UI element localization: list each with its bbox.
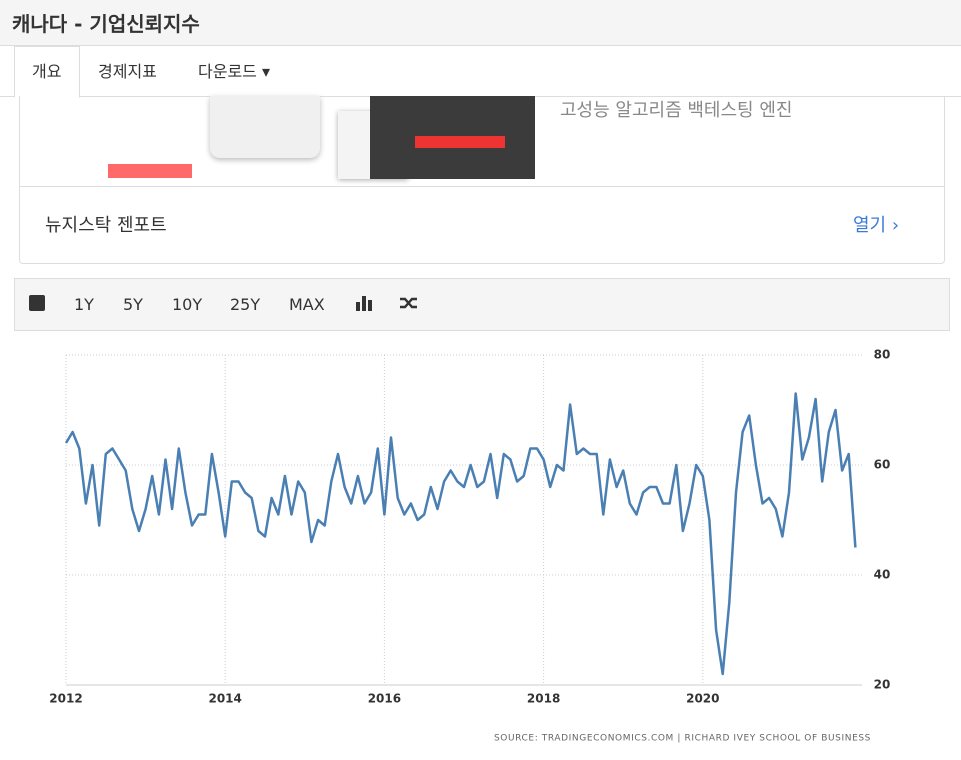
bar-icon[interactable] [355,295,373,311]
x-tick-label: 2020 [686,692,719,706]
y-tick-label: 80 [874,348,891,362]
shuffle-icon[interactable] [399,295,419,311]
calendar-icon[interactable] [29,295,45,311]
promo-image [108,164,192,178]
y-tick-label: 20 [874,678,891,692]
range-button[interactable]: 25Y [230,295,261,314]
chart: SOURCE: TRADINGECONOMICS.COM | RICHARD I… [49,348,891,744]
promo-name: 뉴지스탁 젠포트 [45,215,167,236]
data-line [64,392,857,676]
x-tick-label: 2014 [208,692,241,706]
chart-toolbar: 1Y 5Y 10Y 25Y MAX [14,278,950,331]
source: SOURCE: TRADINGECONOMICS.COM | RICHARD I… [494,734,871,744]
range-button[interactable]: MAX [289,295,325,314]
tab[interactable]: 다운로드 ▾ [198,62,271,81]
header: 캐나다 - 기업신뢰지수 [0,0,961,46]
tab[interactable]: 개요 [32,62,62,81]
open-link[interactable]: 열기 › [853,215,900,236]
tab-label: 다운로드 [198,62,257,81]
y-tick-label: 40 [874,568,891,582]
page-title: 캐나다 - 기업신뢰지수 [12,12,200,36]
tabs: 개요 경제지표 다운로드 ▾ [0,46,961,98]
promo-image [210,96,320,158]
promo-image [415,136,505,148]
tab[interactable]: 경제지표 [98,62,157,81]
x-tick-label: 2018 [527,692,560,706]
x-tick-label: 2016 [368,692,401,706]
x-tick-label: 2012 [49,692,82,706]
open-label: 열기 [853,215,887,236]
y-tick-label: 60 [874,458,891,472]
range-button[interactable]: 1Y [74,295,94,314]
promo-tagline: 고성능 알고리즘 백테스팅 엔진 [560,100,793,121]
range-button[interactable]: 5Y [123,295,143,314]
promo-card: 고성능 알고리즘 백테스팅 엔진 뉴지스탁 젠포트 열기 › [19,96,945,264]
range-button[interactable]: 10Y [172,295,203,314]
divider [20,186,944,187]
active-tab-bg [14,46,80,98]
